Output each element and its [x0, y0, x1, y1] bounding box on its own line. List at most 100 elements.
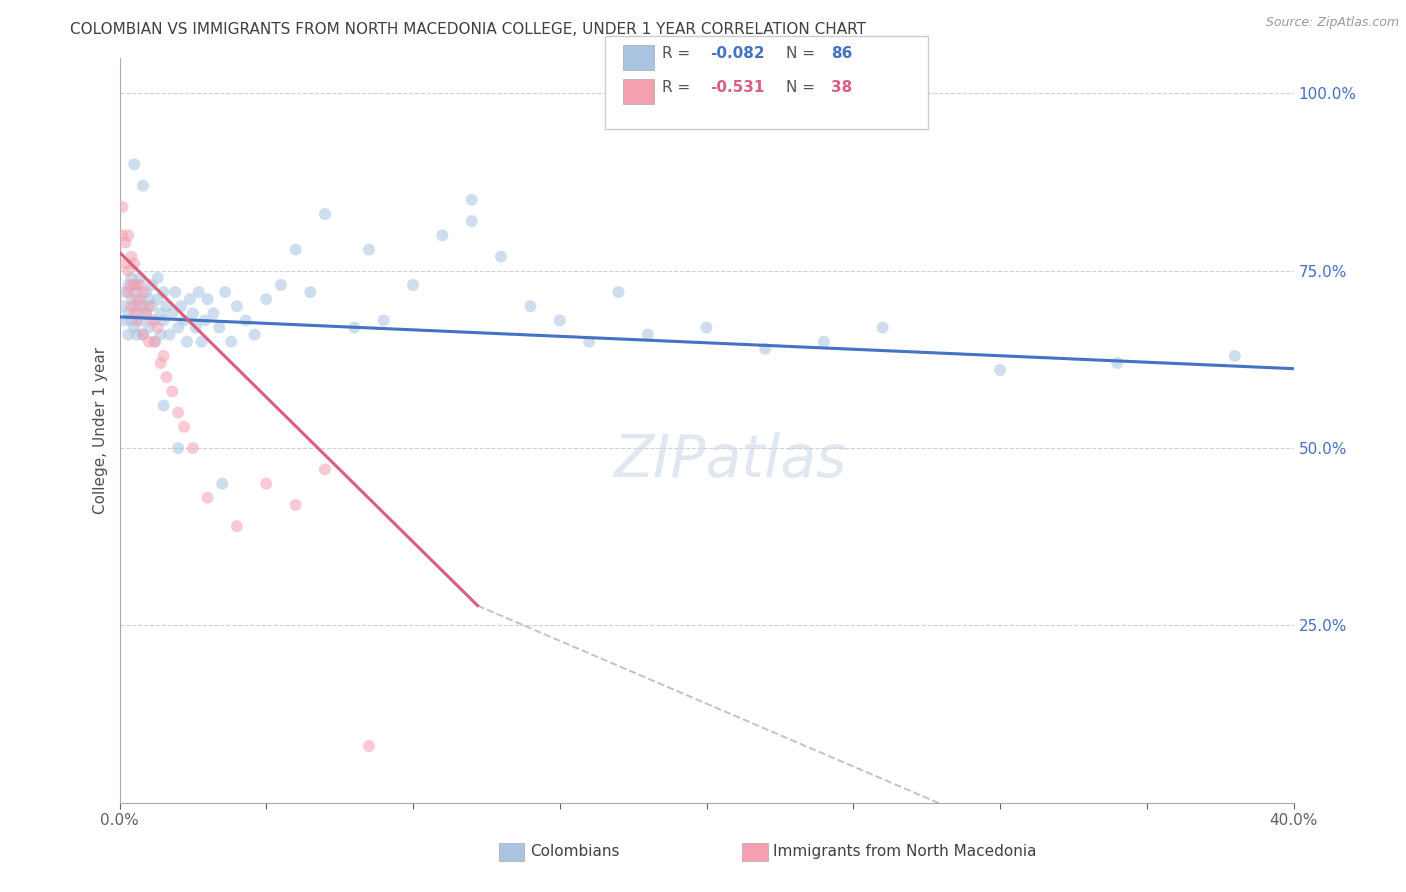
Point: [243, 327, 266, 342]
Point: [122, 306, 145, 320]
Point: [141, 299, 163, 313]
Point: [432, 228, 454, 243]
Point: [122, 257, 145, 271]
Point: [1223, 349, 1246, 363]
Point: [114, 313, 136, 327]
Point: [155, 299, 177, 313]
Point: [120, 313, 142, 327]
Point: [165, 285, 187, 299]
Point: [173, 420, 195, 434]
Point: [138, 320, 160, 334]
Point: [607, 285, 630, 299]
Point: [219, 334, 242, 349]
Point: [176, 334, 198, 349]
Point: [122, 157, 145, 171]
Point: [157, 327, 180, 342]
Point: [120, 271, 142, 285]
Point: [141, 277, 163, 292]
Point: [111, 228, 134, 243]
Point: [120, 250, 142, 264]
Point: [152, 313, 174, 327]
Point: [122, 277, 145, 292]
Point: [173, 313, 195, 327]
Point: [284, 498, 307, 512]
Point: [146, 271, 169, 285]
Point: [127, 277, 149, 292]
Point: [135, 306, 157, 320]
Point: [211, 476, 233, 491]
Point: [181, 306, 204, 320]
Text: N =: N =: [786, 80, 820, 95]
Point: [146, 292, 169, 306]
Point: [696, 320, 718, 334]
Text: N =: N =: [786, 46, 820, 61]
Point: [135, 306, 157, 320]
Point: [202, 306, 225, 320]
Point: [149, 356, 172, 370]
Point: [117, 327, 139, 342]
Point: [872, 320, 894, 334]
Point: [132, 178, 155, 193]
Point: [141, 313, 163, 327]
Point: [162, 306, 184, 320]
Point: [155, 370, 177, 384]
Point: [179, 292, 201, 306]
Point: [637, 327, 659, 342]
Point: [184, 320, 207, 334]
Point: [117, 228, 139, 243]
Point: [197, 491, 219, 505]
Point: [357, 243, 380, 257]
Point: [129, 292, 152, 306]
Point: [152, 349, 174, 363]
Point: [132, 299, 155, 313]
Point: [129, 313, 152, 327]
Point: [190, 334, 212, 349]
Point: [127, 292, 149, 306]
Point: [152, 399, 174, 413]
Point: [143, 334, 166, 349]
Point: [187, 285, 209, 299]
Point: [138, 334, 160, 349]
Point: [114, 257, 136, 271]
Point: [138, 299, 160, 313]
Text: Immigrants from North Macedonia: Immigrants from North Macedonia: [773, 845, 1036, 859]
Point: [149, 306, 172, 320]
Text: R =: R =: [662, 80, 696, 95]
Point: [284, 243, 307, 257]
Text: 86: 86: [831, 46, 852, 61]
Point: [120, 277, 142, 292]
Point: [111, 200, 134, 214]
Point: [120, 299, 142, 313]
Point: [225, 519, 249, 533]
Point: [127, 327, 149, 342]
Point: [132, 327, 155, 342]
Point: [162, 384, 184, 399]
Point: [214, 285, 236, 299]
Point: [129, 277, 152, 292]
Point: [578, 334, 600, 349]
Point: [197, 292, 219, 306]
Point: [225, 299, 249, 313]
Point: [208, 320, 231, 334]
Point: [143, 334, 166, 349]
Point: [194, 313, 217, 327]
Text: 38: 38: [831, 80, 852, 95]
Point: [254, 292, 277, 306]
Point: [132, 285, 155, 299]
Text: R =: R =: [662, 46, 696, 61]
Point: [167, 441, 190, 455]
Point: [402, 277, 425, 292]
Point: [167, 320, 190, 334]
Point: [519, 299, 541, 313]
Point: [117, 264, 139, 278]
Point: [122, 299, 145, 313]
Point: [135, 285, 157, 299]
Point: [1107, 356, 1129, 370]
Point: [254, 476, 277, 491]
Point: [127, 313, 149, 327]
Point: [146, 320, 169, 334]
Point: [373, 313, 395, 327]
Text: -0.082: -0.082: [710, 46, 765, 61]
Point: [343, 320, 366, 334]
Point: [143, 313, 166, 327]
